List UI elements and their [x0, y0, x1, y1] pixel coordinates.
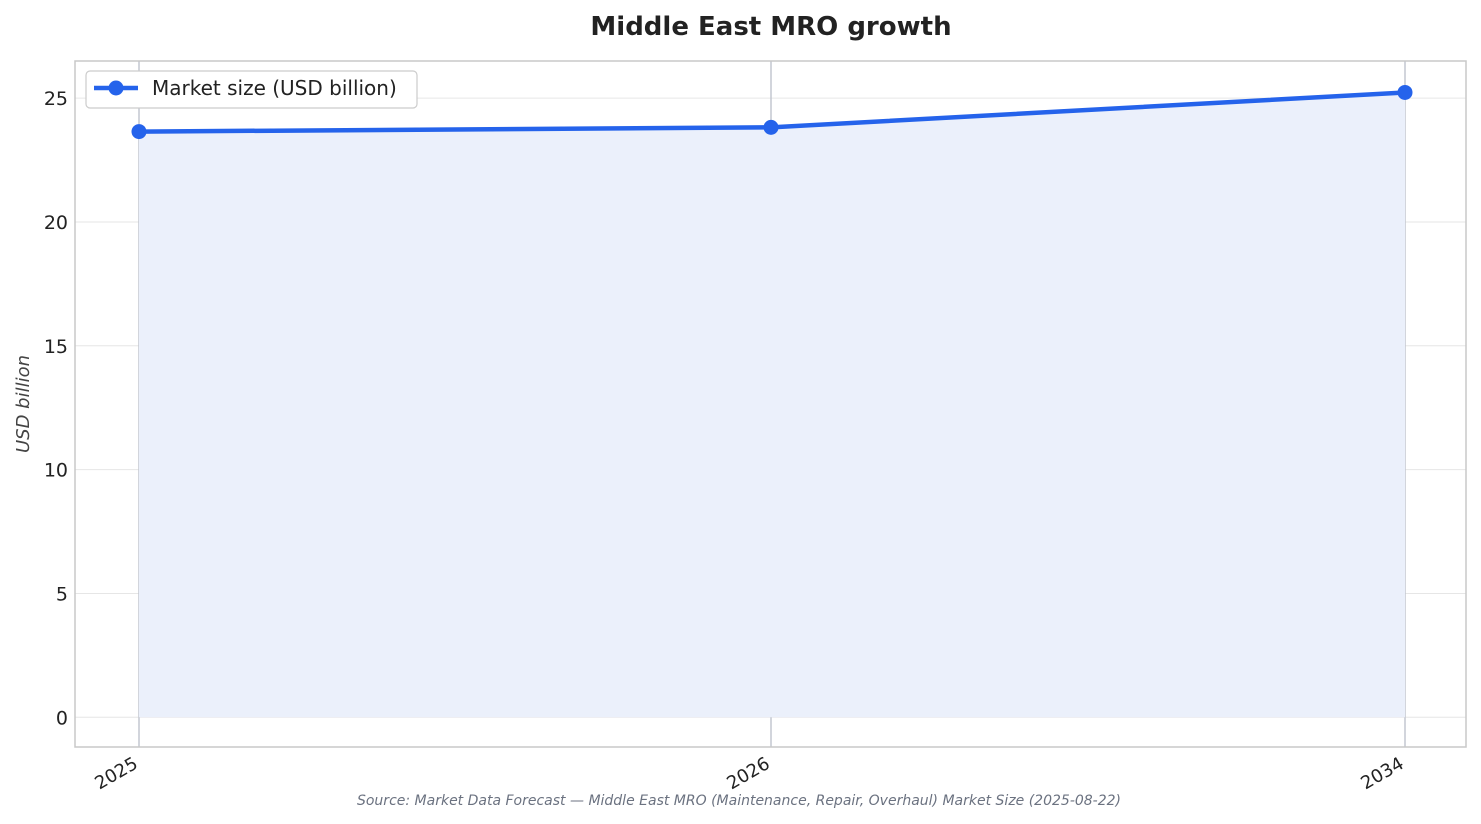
legend-label: Market size (USD billion)	[152, 76, 397, 100]
series-area	[139, 92, 1405, 718]
y-tick-label: 20	[44, 212, 68, 234]
data-point	[1397, 84, 1413, 100]
chart-title: Middle East MRO growth	[590, 12, 951, 42]
y-tick-label: 15	[44, 336, 68, 358]
legend: Market size (USD billion)	[85, 70, 418, 109]
legend-box	[85, 70, 418, 109]
y-tick-label: 0	[56, 707, 68, 729]
y-tick-label: 10	[44, 460, 68, 482]
legend-marker-swatch	[108, 80, 124, 96]
x-tick-label: 2034	[1357, 753, 1407, 794]
data-point	[763, 119, 779, 135]
x-tick-label: 2025	[91, 753, 141, 794]
series-points	[131, 84, 1413, 140]
y-tick-label: 25	[44, 88, 68, 110]
data-point	[131, 124, 147, 140]
y-axis-ticks: 0 5 10 15 20 25	[44, 88, 68, 729]
plot-frame	[74, 60, 1467, 748]
y-tick-label: 5	[56, 583, 68, 605]
x-tick-label: 2026	[723, 753, 773, 794]
source-note: Source: Market Data Forecast — Middle Ea…	[357, 793, 1121, 809]
y-axis-label: USD billion	[13, 355, 34, 453]
x-axis-ticks: 2025 2026 2034	[91, 753, 1407, 794]
area-fill	[139, 92, 1405, 718]
